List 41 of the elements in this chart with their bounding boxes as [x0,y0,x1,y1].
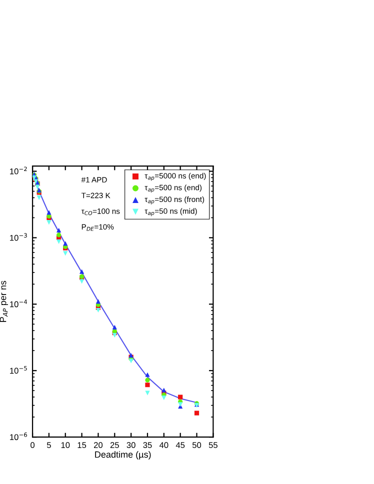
x-tick-label: 40 [159,442,168,448]
point [36,195,42,200]
point [80,279,84,284]
x-tick-label: 55 [208,442,218,448]
y-tick-label: 10$^{−3}$ [10,233,27,241]
point [112,324,117,330]
x-tick-label: 0 [30,442,35,448]
x-tick-label: 35 [143,442,152,448]
point [145,372,150,377]
x-tick-label: 30 [126,442,136,448]
y-tick-label: 10$^{−6}$ [10,432,28,440]
point [56,239,62,244]
x-tick-label: 10 [61,442,70,448]
x-tick-label: 25 [110,442,119,448]
point [162,388,166,392]
point [63,251,68,256]
point [178,394,183,400]
point [46,220,52,225]
point [194,410,200,416]
point [145,378,150,382]
point [46,210,52,215]
point [56,232,62,238]
x-tick-label: 5 [46,442,51,448]
point [162,395,166,400]
point [56,228,62,232]
y-tick-label: 10$^{−5}$ [10,366,27,374]
x-tick-label: 15 [78,442,86,448]
y-tick-label: 10$^{−2}$ [10,166,27,174]
y-axis-title: P$_{AP}$ per ns [0,280,8,322]
x-tick-label: 20 [94,442,103,448]
x-tick-label: 50 [192,442,202,448]
point [96,299,101,304]
x-axis-title: Deadtime (µs) [95,451,151,460]
point [145,382,150,388]
x-tick-label: 45 [176,442,185,448]
point [35,184,40,190]
point [96,308,101,313]
point [80,269,84,274]
y-tick-label: 10$^{−4}$ [10,300,28,308]
point [112,332,117,338]
point [145,390,150,396]
